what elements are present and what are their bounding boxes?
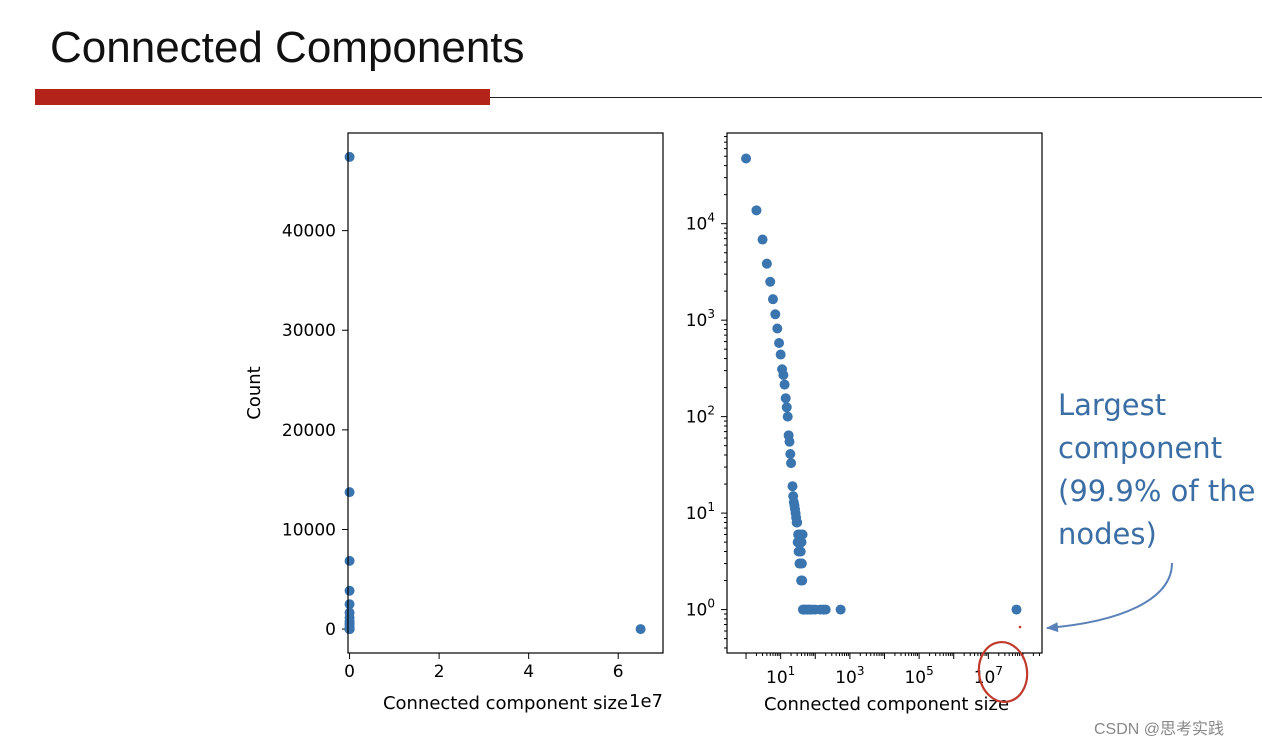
y-tick-label: 101: [686, 500, 715, 524]
x-tick-label: 101: [766, 664, 795, 688]
plot-frame: [726, 132, 1043, 654]
data-point: [786, 458, 797, 469]
slide-title: Connected Components: [50, 23, 525, 72]
annotation-line: component: [1058, 431, 1223, 465]
data-point: [770, 309, 781, 320]
data-point: [784, 436, 795, 447]
data-point: [344, 585, 355, 596]
data-point: [741, 153, 752, 164]
y-tick-label: 20000: [282, 421, 336, 441]
annotation-line: (99.9% of the: [1058, 474, 1256, 508]
y-tick-label: 100: [686, 597, 715, 621]
data-point: [772, 323, 783, 334]
title-divider-line: [490, 97, 1262, 98]
data-point: [797, 529, 808, 540]
y-axis-label: Count: [244, 366, 265, 419]
title-accent-bar: [35, 89, 490, 105]
x-offset-label: 1e7: [629, 691, 663, 712]
x-tick-label: 0: [344, 662, 355, 682]
data-point: [774, 337, 785, 348]
data-point: [767, 294, 778, 305]
data-point: [344, 599, 355, 610]
data-point: [344, 487, 355, 498]
data-point: [778, 370, 789, 381]
data-point: [757, 234, 768, 245]
x-tick-label: 6: [613, 662, 624, 682]
x-tick-label: 2: [434, 662, 445, 682]
annotation-line: Largest: [1058, 388, 1167, 422]
largest-component-annotation: Largest component (99.9% of the nodes): [1058, 384, 1255, 556]
data-point: [782, 411, 793, 422]
annotation-line: nodes): [1058, 517, 1157, 551]
plot-frame: [347, 132, 664, 654]
data-point: [797, 575, 808, 586]
data-point: [835, 604, 846, 615]
data-point: [344, 151, 355, 162]
data-point: [796, 558, 807, 569]
data-point: [780, 393, 791, 404]
y-tick-label: 102: [686, 404, 715, 428]
data-point: [820, 604, 831, 615]
small-red-dot: [1018, 625, 1022, 629]
data-point: [796, 537, 807, 548]
data-point: [344, 555, 355, 566]
y-tick-label: 10000: [282, 520, 336, 540]
x-tick-label: 4: [523, 662, 534, 682]
data-point: [779, 379, 790, 390]
data-point: [765, 276, 776, 287]
data-point: [635, 624, 646, 635]
y-tick-label: 104: [686, 211, 715, 235]
data-point: [795, 546, 806, 557]
x-axis-label: Connected component size: [764, 694, 1009, 715]
data-point: [761, 258, 772, 269]
y-tick-label: 30000: [282, 321, 336, 341]
data-point: [1011, 604, 1022, 615]
y-tick-label: 103: [686, 307, 715, 331]
highlight-circle: [977, 641, 1029, 703]
data-point: [751, 205, 762, 216]
x-tick-label: 103: [835, 664, 864, 688]
data-point: [785, 448, 796, 459]
data-point: [781, 402, 792, 413]
data-point: [792, 517, 803, 528]
data-point: [775, 349, 786, 360]
y-tick-label: 40000: [282, 222, 336, 242]
x-axis-label: Connected component size: [383, 693, 628, 714]
linear-scatter-chart: 0 2 4 6 0 10000 20000 30000 40000 Connected compo…: [244, 132, 664, 714]
y-tick-label: 0: [325, 620, 336, 640]
x-tick-label: 105: [904, 664, 933, 688]
data-point: [787, 481, 798, 492]
watermark: CSDN @思考实践: [1094, 721, 1225, 738]
annotation-arrow: [1046, 562, 1173, 633]
data-point: [344, 624, 355, 635]
